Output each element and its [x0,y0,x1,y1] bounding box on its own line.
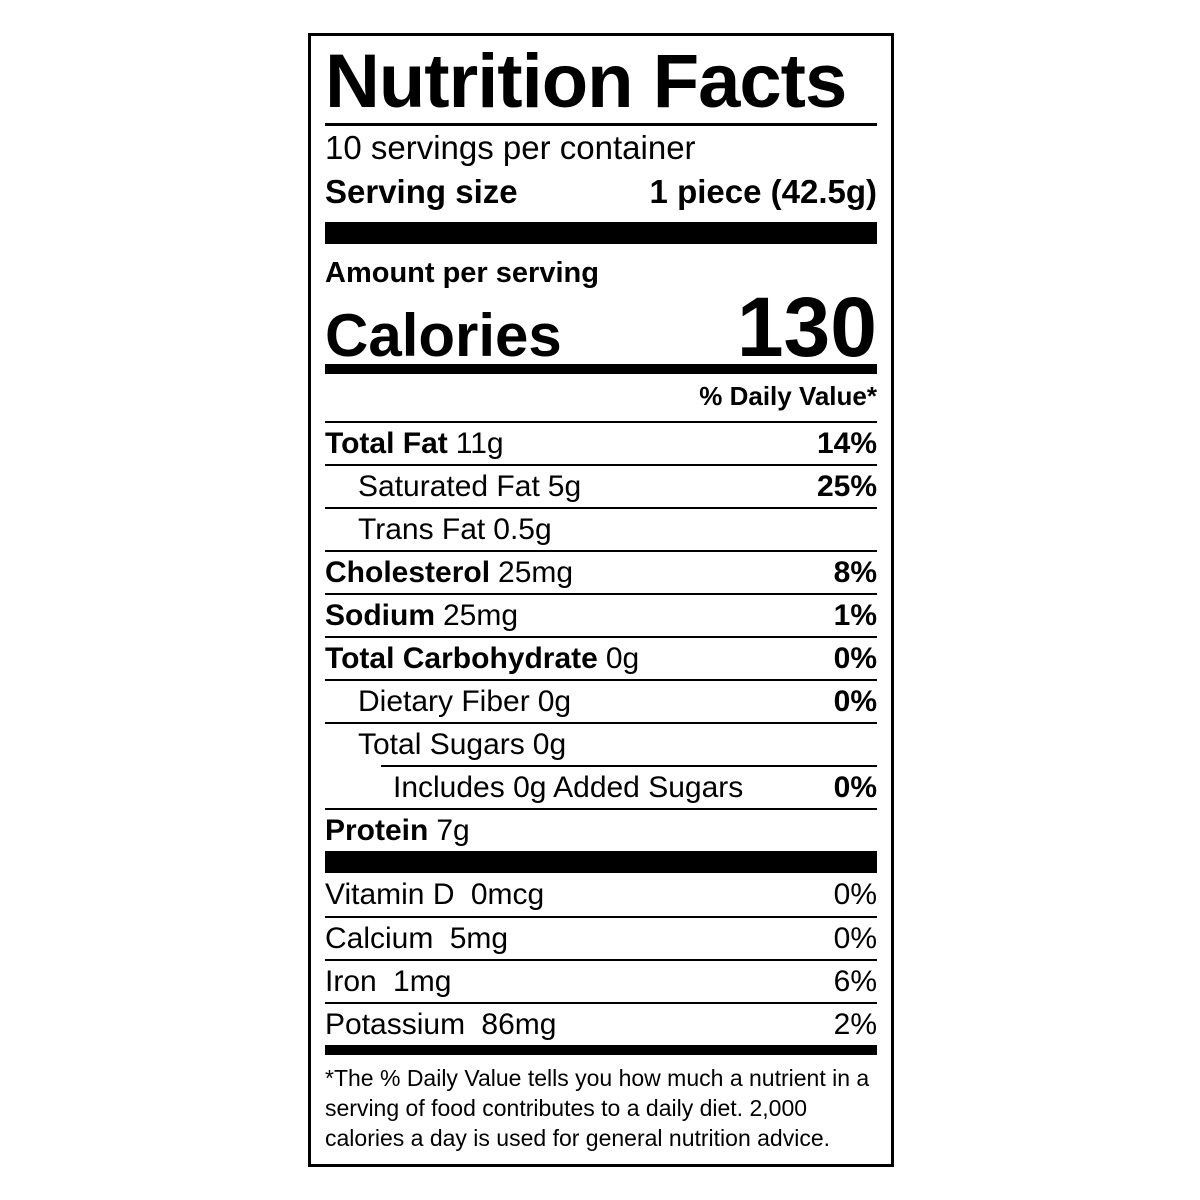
nutrient-dv: 25% [816,469,877,503]
vitamin-amount: 0mcg [470,877,545,911]
table-row-total-sugars: Total Sugars 0g [325,722,877,765]
nutrient-amount: 11g [455,426,504,460]
nutrient-amount: 25mg [443,598,519,632]
vitamin-name: Vitamin D [325,877,455,911]
table-row-calcium: Calcium 5mg 0% [325,916,877,959]
nutrient-name: Saturated Fat [358,469,540,503]
panel-title: Nutrition Facts [325,39,847,124]
vitamin-amount: 86mg [481,1007,557,1041]
thick-divider-bar [325,222,877,244]
table-row-cholesterol: Cholesterol 25mg 8% [325,550,877,593]
serving-size-row: Serving size 1 piece (42.5g) [325,170,877,214]
vitamin-amount: 1mg [393,964,452,998]
serving-size-label: Serving size [325,173,518,210]
table-row-trans-fat: Trans Fat 0.5g [325,507,877,550]
table-row-protein: Protein 7g [325,808,877,851]
table-row-added-sugars: Includes 0g Added Sugars 0% [325,765,877,808]
nutrient-amount: 0g [537,684,572,718]
vitamin-dv: 6% [833,964,877,998]
nutrient-amount: 25mg [498,555,574,589]
nutrition-facts-panel: Nutrition Facts 10 servings per containe… [308,33,894,1167]
nutrient-amount: 7g [436,813,470,847]
vitamin-dv: 0% [833,921,877,955]
nutrient-name: Total Sugars [358,727,525,761]
table-row-iron: Iron 1mg 6% [325,959,877,1002]
nutrient-name: Dietary Fiber [358,684,530,718]
nutrient-dv: 0% [833,641,877,675]
calories-value: 130 [736,280,877,374]
servings-per-container: 10 servings per container [325,129,696,166]
nutrient-name: Total Carbohydrate [325,641,598,675]
table-row-vitamin-d: Vitamin D 0mcg 0% [325,873,877,916]
amount-per-serving-label: Amount per serving [325,257,599,289]
medium-divider-bar [325,364,877,374]
nutrient-dv: 14% [816,426,877,460]
vitamin-name: Potassium [325,1007,466,1041]
calories-label: Calories [325,302,562,369]
table-row-total-carbohydrate: Total Carbohydrate 0g 0% [325,636,877,679]
vitamin-amount: 5mg [449,921,509,955]
vitamin-dv: 2% [833,1007,877,1041]
nutrient-dv: 8% [833,555,877,589]
table-row-saturated-fat: Saturated Fat 5g 25% [325,464,877,507]
nutrient-amount: 0.5g [493,512,552,546]
nutrient-name: Cholesterol [325,555,491,589]
vitamin-name: Calcium [325,921,434,955]
vitamin-dv: 0% [833,877,877,911]
thick-divider-bar [325,851,877,873]
daily-value-footnote: *The % Daily Value tells you how much a … [325,1065,870,1151]
calories-row: Calories 130 [325,280,877,374]
table-row-dietary-fiber: Dietary Fiber 0g 0% [325,679,877,722]
nutrient-dv: 1% [833,598,877,632]
nutrient-amount: 5g [547,469,582,503]
medium-divider-bar [325,1045,877,1055]
serving-size-value: 1 piece (42.5g) [649,173,877,210]
nutrient-amount: 0g [605,641,640,675]
table-row-sodium: Sodium 25mg 1% [325,593,877,636]
nutrient-dv: 0% [833,684,877,718]
table-row-potassium: Potassium 86mg 2% [325,1002,877,1045]
title-divider [325,123,877,126]
nutrient-dv: 0% [833,770,877,804]
table-row-total-fat: Total Fat 11g 14% [325,421,877,464]
nutrient-name: Trans Fat [358,512,486,546]
nutrient-name: Includes 0g Added Sugars [393,770,744,804]
nutrient-amount: 0g [532,727,567,761]
nutrient-name: Protein [325,813,429,847]
nutrient-name: Sodium [325,598,435,632]
vitamin-name: Iron [325,964,377,998]
daily-value-header: % Daily Value* [699,381,877,411]
nutrient-name: Total Fat [325,426,448,460]
